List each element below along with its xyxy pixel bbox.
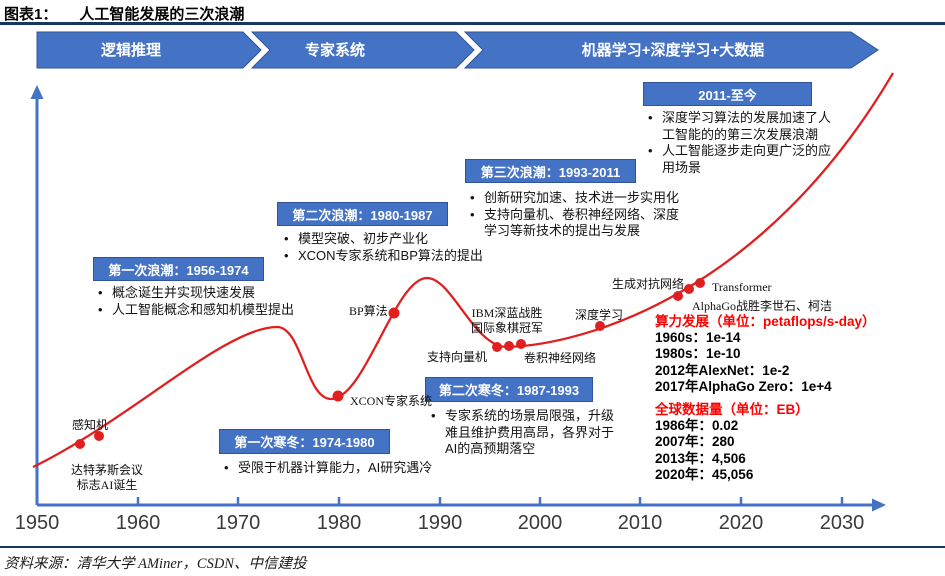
era-label-logic: 逻辑推理 bbox=[101, 41, 161, 59]
era-segment-logic bbox=[36, 31, 262, 69]
dot-cnn bbox=[516, 339, 526, 349]
axes: 1950 1960 1970 1980 1990 2000 2010 2020 … bbox=[15, 85, 886, 534]
era-2011-title: 2011-至今 bbox=[698, 87, 757, 103]
header-divider bbox=[0, 22, 945, 25]
figure-title: 人工智能发展的三次浪潮 bbox=[79, 6, 245, 23]
compute-power-item: 2017年AlphaGo Zero：1e+4 bbox=[655, 378, 832, 394]
era-banner: 逻辑推理 专家系统 机器学习+深度学习+大数据 bbox=[36, 31, 879, 69]
source-note: 资料来源：清华大学 AMiner，CSDN、中信建投 bbox=[4, 556, 307, 572]
dot-xcon bbox=[332, 390, 344, 402]
footer-divider bbox=[0, 546, 945, 548]
label-gan: 生成对抗网络 bbox=[612, 277, 685, 291]
era-2011-bullets: 深度学习算法的发展加速了人工智能的的第三次发展浪潮 人工智能逐步走向更广泛的应用… bbox=[645, 110, 838, 176]
era-label-expert: 专家系统 bbox=[305, 41, 365, 59]
wave3-title: 第三次浪潮：1993-2011 bbox=[480, 164, 621, 180]
figure-number: 图表1： bbox=[4, 6, 58, 23]
wave3-bullets: 创新研究加速、技术进一步实用化 支持向量机、卷积神经网络、深度学习等新技术的提出… bbox=[467, 190, 682, 240]
bullet: 专家系统的场景局限强，升级难且维护费用高昂，各界对于AI的高预期落空 bbox=[428, 408, 621, 458]
winter1-box: 第一次寒冬：1974-1980 bbox=[219, 429, 390, 454]
bullet: 人工智能逐步走向更广泛的应用场景 bbox=[645, 143, 838, 176]
winter2-title: 第二次寒冬：1987-1993 bbox=[438, 383, 580, 398]
tick-1990: 1990 bbox=[418, 512, 463, 534]
dot-perceptron bbox=[94, 431, 104, 441]
tick-1980: 1980 bbox=[317, 512, 362, 534]
winter1-bullets: 受限于机器计算能力，AI研究遇冷 bbox=[221, 460, 491, 477]
bullet: 支持向量机、卷积神经网络、深度学习等新技术的提出与发展 bbox=[467, 207, 682, 240]
label-transformer: Transformer bbox=[712, 280, 772, 294]
wave3-box: 第三次浪潮：1993-2011 bbox=[465, 159, 636, 183]
x-axis-ticks bbox=[136, 497, 844, 504]
dot-bp bbox=[388, 307, 400, 319]
bullet: 深度学习算法的发展加速了人工智能的的第三次发展浪潮 bbox=[645, 110, 838, 143]
bullet: 人工智能概念和感知机模型提出 bbox=[95, 302, 355, 319]
data-volume-item: 1986年：0.02 bbox=[655, 418, 739, 434]
compute-power-item: 2012年AlexNet：1e-2 bbox=[655, 362, 790, 378]
bullet: 创新研究加速、技术进一步实用化 bbox=[467, 190, 682, 207]
dot-dartmouth bbox=[75, 439, 85, 449]
data-volume-title: 全球数据量（单位：EB） bbox=[655, 402, 809, 418]
dot-deep-learning bbox=[595, 321, 605, 331]
data-volume-item: 2013年：4,506 bbox=[655, 450, 746, 466]
label-xcon: XCON专家系统 bbox=[350, 394, 433, 408]
wave2-title: 第二次浪潮：1980-1987 bbox=[292, 207, 433, 223]
bullet: 概念诞生并实现快速发展 bbox=[95, 285, 355, 302]
label-bp: BP算法 bbox=[349, 304, 388, 318]
bullet: XCON专家系统和BP算法的提出 bbox=[281, 248, 551, 265]
compute-power-item: 1980s：1e-10 bbox=[655, 346, 741, 362]
winter2-box: 第二次寒冬：1987-1993 bbox=[425, 377, 593, 402]
winter2-bullets: 专家系统的场景局限强，升级难且维护费用高昂，各界对于AI的高预期落空 bbox=[428, 408, 621, 458]
era-segment-ml bbox=[463, 31, 879, 69]
wave2-bullets: 模型突破、初步产业化 XCON专家系统和BP算法的提出 bbox=[281, 231, 551, 264]
figure-header: 图表1： 人工智能发展的三次浪潮 bbox=[4, 3, 244, 24]
label-dartmouth-line2: 标志AI诞生 bbox=[76, 478, 138, 492]
y-axis-arrowhead bbox=[30, 85, 44, 99]
spacer bbox=[655, 395, 876, 402]
era-segment-expert bbox=[250, 31, 475, 69]
wave1-box: 第一次浪潮：1956-1974 bbox=[93, 257, 264, 281]
wave2-box: 第二次浪潮：1980-1987 bbox=[277, 202, 448, 226]
compute-power-item: 1960s：1e-14 bbox=[655, 330, 741, 346]
tick-1960: 1960 bbox=[116, 512, 161, 534]
wave1-bullets: 概念诞生并实现快速发展 人工智能概念和感知机模型提出 bbox=[95, 285, 355, 318]
dot-gan bbox=[673, 291, 683, 301]
tick-1970: 1970 bbox=[216, 512, 261, 534]
data-volume-item: 2020年：45,056 bbox=[655, 466, 754, 482]
compute-power-title: 算力发展（单位：petaflops/s-day） bbox=[655, 314, 876, 329]
wave1-title: 第一次浪潮：1956-1974 bbox=[108, 262, 249, 278]
label-dartmouth-line1: 达特茅斯会议 bbox=[70, 463, 143, 477]
era-label-ml: 机器学习+深度学习+大数据 bbox=[582, 41, 765, 59]
dot-svm bbox=[492, 342, 502, 352]
dot-alphago bbox=[684, 284, 694, 294]
label-deep-learning: 深度学习 bbox=[575, 308, 624, 322]
ai-wave-curve bbox=[32, 72, 894, 469]
annotation-block: 算力发展（单位：petaflops/s-day） 1960s：1e-14 198… bbox=[655, 314, 876, 483]
label-deep-blue-line1: IBM深蓝战胜 bbox=[471, 306, 543, 320]
label-perceptron: 感知机 bbox=[72, 418, 109, 432]
label-deep-blue-line2: 国际象棋冠军 bbox=[470, 321, 543, 335]
dot-transformer bbox=[695, 278, 705, 288]
bullet: 模型突破、初步产业化 bbox=[281, 231, 551, 248]
era-2011-box: 2011-至今 bbox=[643, 82, 812, 106]
tick-2000: 2000 bbox=[518, 512, 563, 534]
tick-1950: 1950 bbox=[15, 512, 60, 534]
label-cnn: 卷积神经网络 bbox=[524, 351, 597, 365]
tick-2030: 2030 bbox=[820, 512, 865, 534]
dot-deep-blue bbox=[504, 341, 514, 351]
milestone-dots bbox=[75, 278, 705, 449]
tick-2020: 2020 bbox=[719, 512, 764, 534]
x-axis-labels: 1950 1960 1970 1980 1990 2000 2010 2020 … bbox=[15, 512, 865, 534]
data-volume-item: 2007年：280 bbox=[655, 434, 735, 450]
label-deep-blue: IBM深蓝战胜 国际象棋冠军 bbox=[467, 306, 547, 336]
label-alphago: AlphaGo战胜李世石、柯洁 bbox=[692, 299, 832, 313]
bullet: 受限于机器计算能力，AI研究遇冷 bbox=[221, 460, 491, 477]
x-axis-arrowhead bbox=[872, 498, 886, 512]
tick-2010: 2010 bbox=[618, 512, 663, 534]
label-dartmouth: 达特茅斯会议 标志AI诞生 bbox=[58, 463, 156, 493]
winter1-title: 第一次寒冬：1974-1980 bbox=[234, 435, 375, 450]
label-svm: 支持向量机 bbox=[427, 350, 488, 364]
